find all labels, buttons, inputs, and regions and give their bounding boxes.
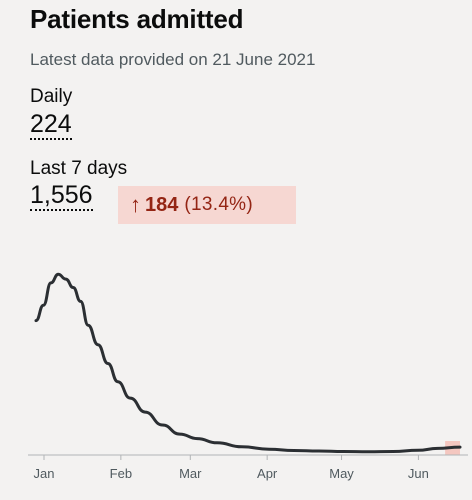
x-tick-label-may: May [329, 466, 354, 481]
daily-value[interactable]: 224 [30, 110, 72, 140]
data-point [57, 272, 60, 276]
data-point [292, 449, 296, 452]
data-point [215, 441, 219, 444]
admissions-line-chart: Jan Feb Mar Apr May Jun [28, 272, 468, 481]
x-tick-label-apr: Apr [257, 466, 278, 481]
data-point [416, 449, 420, 452]
last-7-days-value[interactable]: 1,556 [30, 181, 93, 211]
data-point [129, 396, 132, 400]
data-point [42, 304, 45, 307]
data-point [178, 432, 182, 436]
data-point [49, 281, 53, 285]
data-point [240, 445, 244, 448]
data-point [143, 410, 147, 414]
data-point [64, 277, 67, 281]
x-tick-label-feb: Feb [110, 466, 132, 481]
data-point [367, 450, 370, 453]
data-point [195, 437, 199, 440]
daily-label: Daily [30, 86, 73, 107]
data-point [79, 300, 82, 303]
data-point [71, 286, 75, 289]
x-tick-label-mar: Mar [179, 466, 202, 481]
change-badge: ↑ 184 (13.4%) [118, 186, 296, 224]
data-point [34, 319, 38, 322]
data-point [96, 343, 100, 346]
data-point [86, 323, 90, 327]
data-point [391, 450, 395, 453]
data-point [116, 380, 120, 383]
last-7-days-label: Last 7 days [30, 158, 128, 179]
change-value: 184 [145, 193, 179, 216]
data-point [161, 423, 164, 427]
x-tick-label-jan: Jan [34, 466, 55, 481]
data-point [342, 450, 345, 453]
data-point [317, 449, 320, 453]
change-percent: (13.4%) [184, 194, 254, 215]
data-point [458, 445, 462, 449]
page-title: Patients admitted [30, 4, 244, 34]
x-tick-label-jun: Jun [408, 466, 429, 481]
series-line-admissions [34, 272, 462, 454]
data-point [267, 448, 271, 451]
data-point [436, 447, 439, 450]
latest-data-note: Latest data provided on 21 June 2021 [30, 50, 316, 69]
data-point [106, 362, 110, 365]
arrow-up-icon: ↑ [130, 192, 141, 217]
